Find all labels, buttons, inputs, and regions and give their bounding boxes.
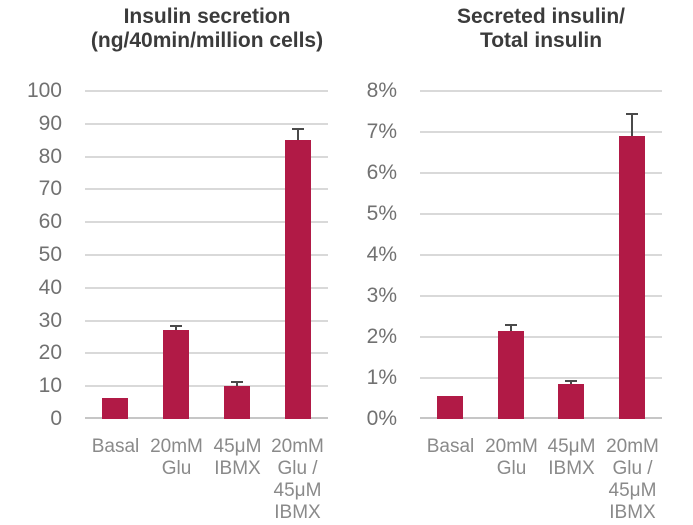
- gridline: [85, 320, 328, 322]
- chart-title-insulin-secretion: Insulin secretion (ng/40min/million cell…: [37, 5, 377, 53]
- gridline: [85, 156, 328, 158]
- y-tick-label: 40: [38, 276, 62, 299]
- category-label-1: 20mM Glu: [142, 436, 211, 480]
- gridline: [420, 336, 662, 338]
- category-label-line: 45μM: [608, 480, 657, 501]
- y-tick-label: 3%: [366, 284, 397, 307]
- y-tick-label: 0: [50, 407, 62, 430]
- y-tick-label: 8%: [366, 79, 397, 102]
- plot-area: [420, 90, 662, 419]
- bar-1: [163, 330, 189, 419]
- category-label-line: 45μM: [273, 480, 322, 501]
- y-tick-label: 20: [38, 341, 62, 364]
- error-bar-cap: [565, 380, 577, 382]
- category-label-3: 20mM Glu /45μM IBMX: [598, 436, 667, 524]
- category-label-line: IBMX: [214, 458, 261, 479]
- gridline: [85, 254, 328, 256]
- gridline: [420, 295, 662, 297]
- gridline: [85, 385, 328, 387]
- y-tick-label: 50: [38, 243, 62, 266]
- chart-title-line-2: (ng/40min/million cells): [90, 29, 324, 52]
- category-label-line: IBMX: [548, 458, 595, 479]
- bar-3: [619, 136, 645, 419]
- gridline: [85, 221, 328, 223]
- x-axis-line: [420, 417, 662, 419]
- category-label-line: Glu /: [612, 458, 653, 479]
- error-bar-cap: [231, 381, 243, 383]
- bar-3: [285, 140, 311, 419]
- category-label-1: 20mM Glu: [477, 436, 546, 480]
- category-label-line: Basal: [91, 436, 140, 457]
- y-tick-label: 10: [38, 374, 62, 397]
- category-label-line: 45μM: [213, 436, 262, 457]
- category-label-0: Basal: [81, 436, 150, 458]
- y-tick-label: 2%: [366, 325, 397, 348]
- error-bar-whisker: [297, 130, 299, 140]
- y-tick-label: 6%: [366, 161, 397, 184]
- error-bar-whisker: [510, 326, 512, 331]
- gridline: [85, 188, 328, 190]
- bar-0: [102, 398, 128, 419]
- bar-1: [498, 331, 524, 419]
- gridline: [85, 90, 328, 92]
- y-tick-label: 30: [38, 309, 62, 332]
- gridline: [85, 287, 328, 289]
- category-label-line: Glu /: [277, 458, 318, 479]
- error-bar-cap: [626, 113, 638, 115]
- chart-title-secreted-insulin-ratio: Secreted insulin/ Total insulin: [371, 5, 693, 53]
- gridline: [85, 123, 328, 125]
- category-label-line: IBMX: [609, 502, 656, 523]
- y-tick-label: 7%: [366, 120, 397, 143]
- y-tick-label: 60: [38, 210, 62, 233]
- category-label-0: Basal: [416, 436, 485, 458]
- error-bar-cap: [505, 324, 517, 326]
- bar-2: [224, 386, 250, 419]
- y-tick-label: 70: [38, 177, 62, 200]
- plot-area: [85, 90, 328, 419]
- y-tick-label: 4%: [366, 243, 397, 266]
- chart-insulin-secretion: Insulin secretion (ng/40min/million cell…: [0, 0, 346, 525]
- category-label-2: 45μM IBMX: [203, 436, 272, 480]
- gridline: [420, 131, 662, 133]
- bar-0: [437, 396, 463, 419]
- category-label-line: Basal: [426, 436, 475, 457]
- error-bar-whisker: [236, 383, 238, 386]
- error-bar-cap: [292, 128, 304, 130]
- category-label-line: IBMX: [274, 502, 321, 523]
- category-label-line: 20mM: [150, 436, 203, 457]
- y-tick-label: 5%: [366, 202, 397, 225]
- gridline: [420, 377, 662, 379]
- gridline: [420, 254, 662, 256]
- gridline: [420, 213, 662, 215]
- gridline: [85, 352, 328, 354]
- category-label-line: 45μM: [547, 436, 596, 457]
- category-label-line: Glu: [496, 458, 527, 479]
- category-label-line: 20mM: [485, 436, 538, 457]
- chart-title-line-2: Total insulin: [479, 29, 603, 52]
- category-label-line: 20mM: [271, 436, 324, 457]
- bar-2: [558, 384, 584, 419]
- y-tick-label: 100: [26, 79, 62, 102]
- gridline: [420, 172, 662, 174]
- x-axis-line: [85, 417, 328, 419]
- y-tick-label: 90: [38, 112, 62, 135]
- y-tick-label: 1%: [366, 366, 397, 389]
- y-tick-label: 0%: [366, 407, 397, 430]
- error-bar-whisker: [175, 327, 177, 330]
- chart-title-line-1: Secreted insulin/: [456, 5, 626, 28]
- y-tick-label: 80: [38, 145, 62, 168]
- chart-title-line-1: Insulin secretion: [123, 5, 291, 28]
- category-label-line: 20mM: [606, 436, 659, 457]
- category-label-2: 45μM IBMX: [537, 436, 606, 480]
- category-label-line: Glu: [161, 458, 192, 479]
- error-bar-whisker: [570, 382, 572, 384]
- chart-secreted-total-ratio: Secreted insulin/ Total insulin 0% 1% 2% 3%…: [346, 0, 693, 525]
- gridline: [420, 90, 662, 92]
- error-bar-whisker: [631, 115, 633, 136]
- error-bar-cap: [170, 325, 182, 327]
- category-label-3: 20mM Glu /45μM IBMX: [263, 436, 332, 524]
